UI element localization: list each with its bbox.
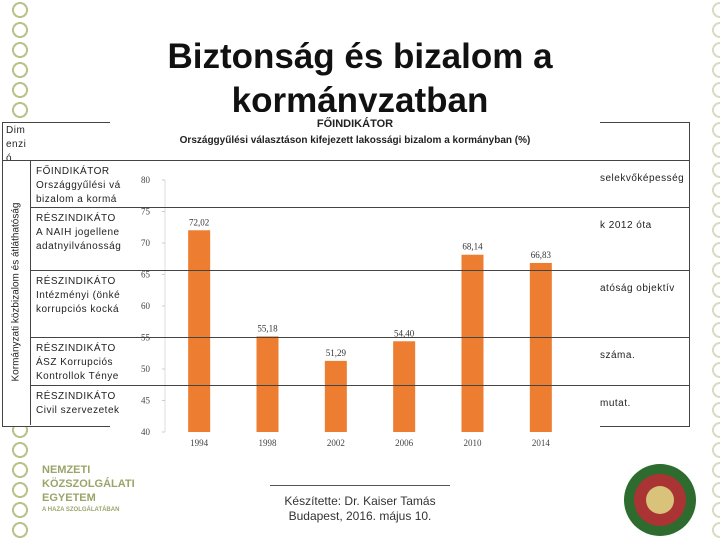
row-text: bizalom a kormá [36,194,117,205]
row-right-text: k 2012 óta [600,220,652,231]
logo-text: KÖZSZOLGÁLATI [42,478,135,490]
y-tick-label: 50 [141,364,151,374]
row-line [30,207,689,208]
row-text: RÉSZINDIKÁTO [36,276,116,287]
value-label: 51,29 [326,348,347,358]
row-text: korrupciós kocká [36,304,120,315]
chart-subtitle: Országgyűlési választáson kifejezett lak… [180,135,531,146]
y-tick-label: 40 [141,427,151,437]
row-text: Intézményi (önké [36,290,121,301]
row-line [30,270,689,271]
row-right-text: száma. [600,350,636,361]
value-label: 54,40 [394,328,415,338]
row-line [2,160,689,161]
vertical-label: Kormányzati közbizalom és átláthatóság [10,202,22,382]
y-tick-label: 45 [141,396,151,406]
value-label: 68,14 [462,242,483,252]
header-cell-text: ó [6,153,13,164]
bar [256,336,279,432]
y-tick-label: 80 [141,175,151,185]
footer-text: Készítette: Dr. Kaiser Tamás [284,494,436,508]
row-text: FŐINDIKÁTOR [36,166,110,177]
bar [188,230,211,432]
row-text: adatnyilvánosság [36,241,122,252]
row-text: ÁSZ Korrupciós [36,357,114,368]
header-cell-text: enzi [6,139,27,150]
x-tick-label: 2010 [464,438,483,448]
bar [324,360,347,432]
x-tick-label: 2006 [395,438,414,448]
y-tick-label: 65 [141,270,151,280]
chart-bg [110,112,600,452]
row-right-text: atóság objektív [600,283,675,294]
row-text: RÉSZINDIKÁTO [36,213,116,224]
chart-title: FŐINDIKÁTOR [317,117,393,130]
bar [393,341,416,432]
row-right-text: mutat. [600,398,631,409]
y-tick-label: 60 [141,301,151,311]
row-text: RÉSZINDIKÁTO [36,343,116,354]
bar [529,262,552,432]
header-cell-text: Dim [6,125,26,136]
logo-text: NEMZETI [42,464,91,476]
bar [461,254,484,432]
x-tick-label: 2002 [327,438,345,448]
y-tick-label: 70 [141,238,151,248]
slide-title: Biztonság és bizalom a kormányzatban [167,37,553,120]
vertical-cell: Kormányzati közbizalom és átláthatóság [2,160,31,425]
chart: FŐINDIKÁTOR Országgyűlési választáson ki… [110,112,600,452]
value-label: 72,02 [189,217,209,227]
row-text: RÉSZINDIKÁTO [36,391,116,402]
row-line [30,385,689,386]
logo: NEMZETI KÖZSZOLGÁLATI EGYETEM A HAZA SZOLGÁ… [42,463,135,515]
seal [624,464,696,536]
row-text: Kontrollok Ténye [36,371,119,382]
decor-border [700,0,720,540]
x-tick-label: 1998 [259,438,278,448]
logo-text: EGYETEM [42,492,96,504]
row-right-text: selekvőképesség [600,173,685,184]
x-tick-label: 1994 [190,438,209,448]
row-text: A NAIH jogellene [36,227,120,238]
row-line [30,337,689,338]
row-text: Országgyűlési vá [36,180,121,191]
footer: Készítette: Dr. Kaiser Tamás Budapest, 20… [270,485,450,524]
value-label: 66,83 [531,250,552,260]
logo-text: A HAZA SZOLGÁLATÁBAN [42,507,120,513]
row-text: Civil szervezetek [36,405,120,416]
value-label: 55,18 [257,323,278,333]
y-tick-label: 75 [141,207,151,217]
footer-text: Budapest, 2016. május 10. [288,509,432,523]
x-tick-label: 2014 [532,438,551,448]
